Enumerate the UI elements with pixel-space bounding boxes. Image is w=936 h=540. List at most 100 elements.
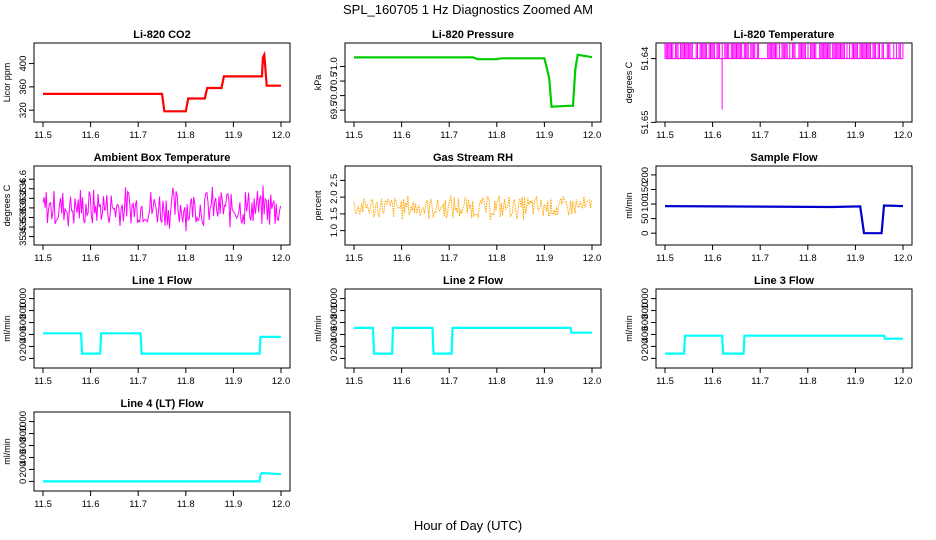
x-tick-label: 11.8 (488, 130, 506, 141)
y-tick-label: 400 (329, 327, 340, 343)
x-tick-label: 11.7 (440, 376, 458, 387)
y-tick-label: 600 (18, 438, 29, 454)
panel-2: Li-820 Temperature degrees C 11.5 11.6 11.7 1… (624, 29, 913, 141)
y-tick-label: 100 (640, 196, 651, 212)
x-tick-label: 11.8 (177, 130, 195, 141)
x-tick-label: 12.0 (894, 253, 913, 264)
x-tick-label: 11.8 (799, 376, 817, 387)
y-tick-label: 1000 (18, 288, 29, 309)
y-tick-label: 1000 (640, 288, 651, 309)
x-tick-label: 11.9 (847, 376, 865, 387)
y-tick-label: 400 (640, 327, 651, 343)
y-axis-label: ml/min (624, 315, 634, 342)
y-tick-label: 1000 (18, 411, 29, 432)
plot-frame (344, 165, 602, 246)
x-tick-label: 12.0 (583, 130, 602, 141)
y-tick-label: 0 (329, 356, 340, 361)
y-tick-label: 36.6 (18, 170, 29, 189)
y-tick-label: 150 (640, 182, 651, 198)
y-tick-label: 36.0 (18, 199, 29, 218)
plot-frame (344, 42, 602, 123)
panel-6: Line 1 Flow ml/min 11.5 11.6 11.7 11.8 11.9 12.… (2, 275, 291, 387)
x-tick-label: 11.7 (751, 376, 769, 387)
x-tick-label: 12.0 (272, 499, 291, 510)
y-tick-label: 0 (640, 356, 651, 361)
y-tick-label: 320 (18, 102, 29, 118)
x-tick-label: 11.9 (847, 130, 865, 141)
y-tick-label: 200 (18, 339, 29, 355)
x-tick-label: 11.9 (847, 253, 865, 264)
y-tick-label: 800 (18, 426, 29, 442)
plot-frame (655, 165, 913, 246)
y-axis-label: ml/min (624, 192, 634, 219)
x-tick-label: 11.6 (704, 253, 722, 264)
x-tick-label: 11.8 (799, 253, 817, 264)
x-tick-label: 12.0 (583, 253, 602, 264)
panel-title: Line 3 Flow (754, 275, 814, 287)
y-tick-label: 2.0 (329, 191, 340, 204)
plot-frame (33, 411, 291, 492)
series-line (665, 334, 903, 355)
y-tick-label: 36.2 (18, 189, 29, 208)
y-axis-label: percent (313, 190, 323, 221)
series-line (664, 43, 904, 110)
y-tick-label: 200 (329, 339, 340, 355)
x-tick-label: 12.0 (583, 376, 602, 387)
y-tick-label: 600 (329, 315, 340, 331)
x-tick-label: 11.7 (129, 253, 147, 264)
figure-title: SPL_160705 1 Hz Diagnostics Zoomed AM (343, 2, 593, 17)
x-tick-label: 11.8 (177, 499, 195, 510)
panel-5: Sample Flow ml/min 11.5 11.6 11.7 11.8 11.9 12.… (624, 152, 913, 264)
series-line (42, 185, 282, 232)
x-tick-label: 11.7 (129, 376, 147, 387)
x-tick-label: 11.7 (751, 130, 769, 141)
y-tick-label: 50 (640, 213, 651, 224)
y-tick-label: 200 (18, 462, 29, 478)
series-line (354, 326, 592, 355)
y-axis-label: ml/min (313, 315, 323, 342)
x-tick-label: 11.8 (177, 253, 195, 264)
y-tick-label: 70.5 (329, 72, 340, 91)
panel-9: Line 4 (LT) Flow ml/min 11.5 11.6 11.7 11.8 11… (2, 398, 291, 510)
y-axis-label: ml/min (2, 438, 12, 465)
x-tick-label: 11.5 (34, 130, 52, 141)
x-tick-label: 11.5 (34, 376, 52, 387)
y-tick-label: 71.0 (329, 57, 340, 76)
x-tick-label: 11.5 (656, 130, 674, 141)
x-tick-label: 11.9 (225, 130, 243, 141)
plot-frame (33, 42, 291, 123)
y-tick-label: 0 (18, 479, 29, 484)
panel-title: Li-820 Pressure (432, 29, 514, 41)
plot-frame (655, 288, 913, 369)
y-tick-label: 600 (18, 315, 29, 331)
x-tick-label: 11.6 (393, 130, 411, 141)
y-tick-label: 400 (18, 56, 29, 72)
x-tick-label: 11.9 (225, 376, 243, 387)
series-line (354, 53, 593, 108)
plot-frame (33, 165, 291, 246)
series-line (43, 332, 281, 355)
x-tick-label: 11.7 (751, 253, 769, 264)
plot-frame (655, 42, 913, 123)
panel-3: Ambient Box Temperature degrees C 11.5 11.6… (2, 152, 291, 264)
x-tick-label: 11.6 (82, 376, 100, 387)
panel-0: Li-820 CO2 Licor ppm 11.5 11.6 11.7 11.8 11.9 1… (2, 29, 291, 141)
panel-7: Line 2 Flow ml/min 11.5 11.6 11.7 11.8 11.9 12.… (313, 275, 602, 387)
y-tick-label: 36.4 (18, 180, 29, 199)
panel-title: Gas Stream RH (433, 152, 513, 164)
x-tick-label: 11.8 (799, 130, 817, 141)
panel-title: Line 2 Flow (443, 275, 503, 287)
y-tick-label: 0 (18, 356, 29, 361)
panel-4: Gas Stream RH percent 11.5 11.6 11.7 11.8 11.9… (313, 152, 602, 264)
panel-title: Sample Flow (750, 152, 818, 164)
y-tick-label: 200 (640, 339, 651, 355)
y-tick-label: 800 (329, 303, 340, 319)
x-tick-label: 11.6 (393, 253, 411, 264)
series-line (43, 50, 281, 113)
y-tick-label: 800 (640, 303, 651, 319)
y-tick-label: 800 (18, 303, 29, 319)
x-tick-label: 11.6 (82, 253, 100, 264)
plot-frame (344, 288, 602, 369)
y-tick-label: 200 (640, 167, 651, 183)
